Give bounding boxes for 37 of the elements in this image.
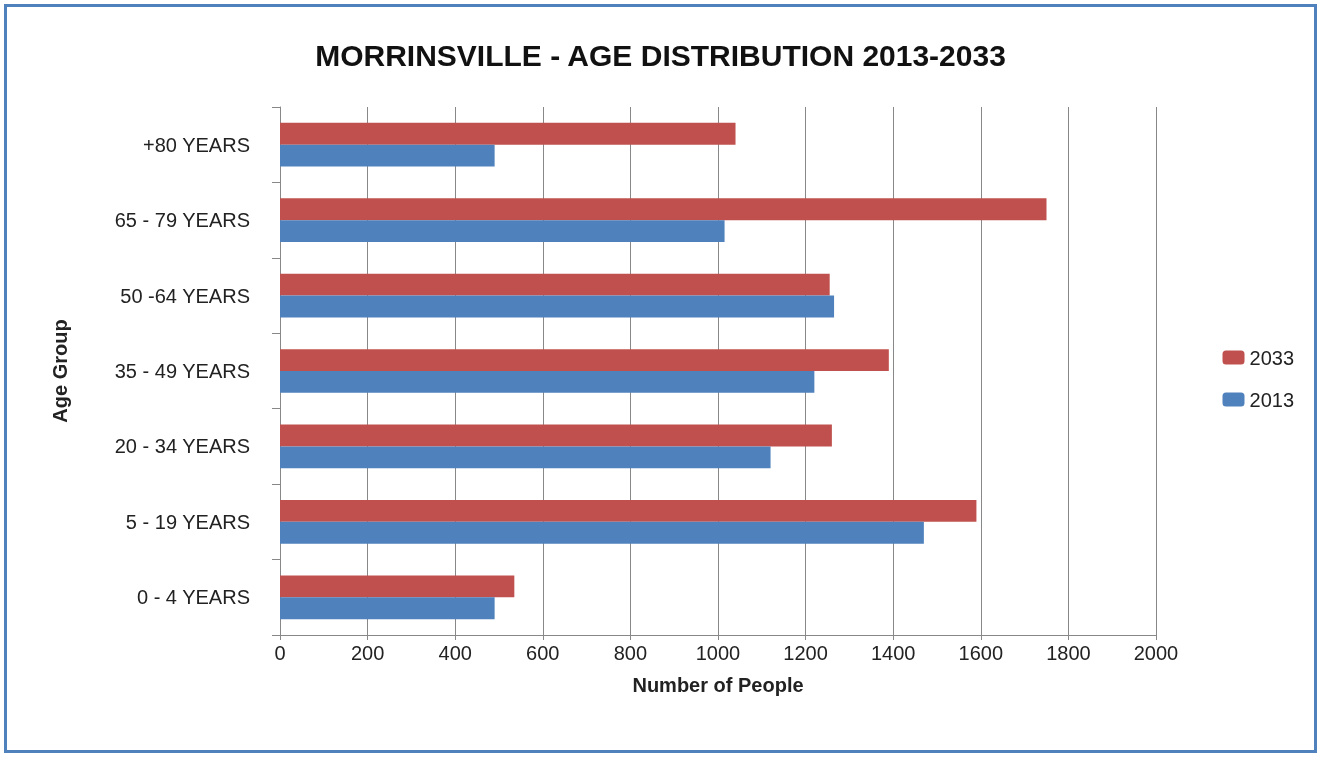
y-tick-label: 5 - 19 YEARS [125,510,250,533]
bar [280,220,725,243]
bar [280,575,515,598]
bar [280,295,835,318]
y-axis-title: Age Group [49,319,71,423]
bar [280,597,495,620]
bar [280,198,1047,221]
legend-label: 2033 [1249,346,1295,369]
x-tick-label: 1200 [783,642,828,664]
bar [280,446,771,469]
bar [280,499,977,522]
x-tick-label: 2000 [1133,642,1179,664]
legend-label: 2013 [1249,388,1295,411]
x-tick-label: 1800 [1046,642,1091,664]
y-tick-label: 65 - 79 YEARS [114,209,250,232]
x-tick-label: 600 [526,642,560,664]
y-tick-label: +80 YEARS [143,133,250,156]
bar [280,424,832,447]
y-tick-label: 20 - 34 YEARS [114,435,250,458]
y-tick-label: 35 - 49 YEARS [114,360,250,382]
y-tick-label: 50 -64 YEARS [120,284,250,307]
x-tick-label: 0 [274,642,286,664]
bar [280,122,736,145]
x-tick-label: 400 [438,642,472,664]
bar [280,144,495,167]
bar [280,349,889,371]
y-tick-label: 0 - 4 YEARS [136,586,250,609]
x-tick-label: 200 [350,642,385,664]
x-tick-label: 1000 [695,642,741,664]
x-tick-label: 1400 [870,642,916,664]
x-axis-title: Number of People [632,674,804,696]
x-tick-label: 800 [613,642,648,664]
x-tick-label: 1600 [958,642,1004,664]
bar [280,273,830,296]
bar [280,371,815,393]
chart-title: MORRINSVILLE - AGE DISTRIBUTION 2013-2033 [315,38,1006,72]
bar [280,521,924,544]
